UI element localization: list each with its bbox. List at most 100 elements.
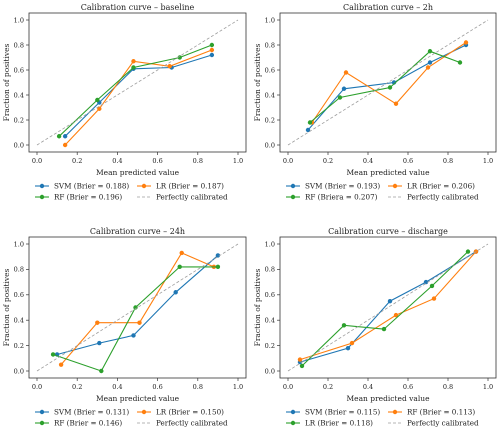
chart-title: Calibration curve – 24h — [90, 227, 185, 236]
legend-label: LR (Brier = 0.187) — [156, 182, 224, 191]
data-point — [179, 250, 184, 256]
legend-swatch-marker — [141, 183, 147, 189]
x-tick-label: 0.8 — [193, 383, 203, 391]
y-tick-label: 1.0 — [265, 16, 275, 24]
legend-label: RF (Brier = 0.146) — [54, 419, 122, 428]
series-line-3 — [301, 251, 469, 367]
series-line-4 — [287, 19, 489, 146]
data-point — [131, 59, 136, 64]
legend-item-2: LR (Brier = 0.150) — [137, 408, 224, 417]
chart-panel-3: Calibration curve – 24h 0.0 0.2 0.4 0.6 0.8 1.… — [2, 227, 247, 428]
series-line-4 — [36, 19, 239, 146]
plot-frame — [279, 12, 497, 153]
legend-label: LR (Brier = 0.118) — [305, 419, 373, 428]
legend-label: SVM (Brier = 0.188) — [54, 182, 129, 191]
y-tick-label: 0.0 — [265, 141, 275, 149]
x-axis-label: Mean predicted value — [346, 394, 430, 403]
legend-item-4: Perfectly calibrated — [388, 193, 479, 202]
data-point — [393, 101, 399, 106]
data-point — [423, 279, 429, 285]
series-line-2 — [311, 42, 467, 123]
data-point — [97, 106, 102, 111]
y-axis-label: Fraction of positives — [253, 43, 262, 121]
data-point — [215, 253, 221, 258]
x-tick-label: 0.6 — [152, 157, 162, 165]
y-tick-label: 0.8 — [265, 41, 275, 49]
legend-label: SVM (Brier = 0.131) — [54, 408, 129, 417]
data-point — [341, 86, 347, 91]
legend-label: Perfectly calibrated — [407, 193, 479, 202]
legend-item-2: LR (Brier = 0.187) — [137, 182, 224, 191]
series-line-4 — [287, 243, 489, 372]
data-point — [345, 345, 351, 351]
legend-swatch-marker — [39, 194, 45, 200]
y-tick-label: 0.0 — [14, 141, 24, 149]
y-tick-label: 0.6 — [265, 291, 275, 299]
data-point — [341, 323, 347, 328]
x-tick-label: 0.8 — [443, 157, 453, 165]
data-point — [167, 64, 172, 69]
data-point — [381, 326, 387, 332]
x-tick-label: 0.6 — [152, 383, 162, 391]
x-axis-label: Mean predicted value — [346, 168, 430, 177]
x-tick-label: 0.2 — [72, 157, 82, 165]
x-tick-label: 0.2 — [72, 383, 82, 391]
x-tick-label: 0.2 — [323, 157, 333, 165]
data-point — [307, 120, 313, 125]
y-tick-label: 0.2 — [265, 116, 275, 124]
y-tick-label: 0.6 — [265, 66, 275, 74]
y-axis-label: Fraction of positives — [253, 268, 262, 346]
data-point — [209, 52, 215, 58]
legend-item-3: RF (Briera = 0.207) — [286, 193, 378, 202]
data-point — [337, 95, 343, 100]
series-line-3 — [309, 50, 461, 123]
data-point — [131, 333, 136, 338]
y-tick-label: 1.0 — [265, 240, 275, 248]
data-point — [387, 298, 393, 304]
data-point — [297, 357, 303, 362]
data-point — [173, 290, 178, 295]
y-tick-label: 0.6 — [14, 66, 24, 74]
legend-item-1: SVM (Brier = 0.188) — [35, 182, 129, 191]
legend-swatch-marker — [392, 409, 398, 415]
y-tick-label: 0.4 — [265, 317, 275, 325]
data-point — [349, 340, 355, 346]
legend-label: RF (Briera = 0.207) — [305, 193, 378, 202]
plot-frame — [28, 12, 247, 153]
plot-frame — [28, 236, 247, 379]
x-tick-label: 1.0 — [483, 157, 493, 165]
legend-item-4: Perfectly calibrated — [137, 193, 228, 202]
data-point — [429, 283, 435, 289]
data-point — [99, 368, 104, 374]
data-point — [393, 312, 399, 318]
data-point — [97, 340, 102, 346]
chart-panel-1: Calibration curve – baseline 0.0 0.2 0.4 0.6… — [2, 3, 247, 202]
data-point — [209, 47, 215, 53]
plot-frame — [279, 236, 497, 379]
legend-item-4: Perfectly calibrated — [137, 419, 228, 428]
x-tick-label: 0.0 — [32, 157, 42, 165]
x-tick-label: 0.6 — [403, 383, 413, 391]
series-line-2 — [60, 252, 215, 365]
x-tick-label: 0.8 — [193, 157, 203, 165]
chart-panel-2: Calibration curve – 2h 0.0 0.2 0.4 0.6 0.8 1.0… — [253, 3, 497, 202]
data-point — [62, 142, 68, 148]
chart-panel-4: Calibration curve – discharge 0.0 0.2 0.4 0.… — [253, 227, 497, 428]
data-point — [177, 55, 182, 60]
legend-swatch-marker — [290, 194, 296, 200]
series-line-2 — [64, 49, 213, 146]
data-point — [58, 362, 64, 367]
data-point — [305, 127, 311, 133]
y-tick-label: 1.0 — [14, 240, 24, 248]
legend-swatch-marker — [290, 183, 296, 189]
legend-swatch-marker — [39, 183, 45, 189]
data-point — [427, 49, 433, 54]
y-tick-label: 0.2 — [265, 342, 275, 350]
legend-label: Perfectly calibrated — [156, 193, 228, 202]
series-line-1 — [64, 54, 213, 137]
y-tick-label: 0.6 — [14, 291, 24, 299]
legend-item-3: LR (Brier = 0.118) — [286, 419, 373, 428]
legend-swatch-marker — [141, 409, 147, 415]
data-point — [425, 65, 431, 70]
